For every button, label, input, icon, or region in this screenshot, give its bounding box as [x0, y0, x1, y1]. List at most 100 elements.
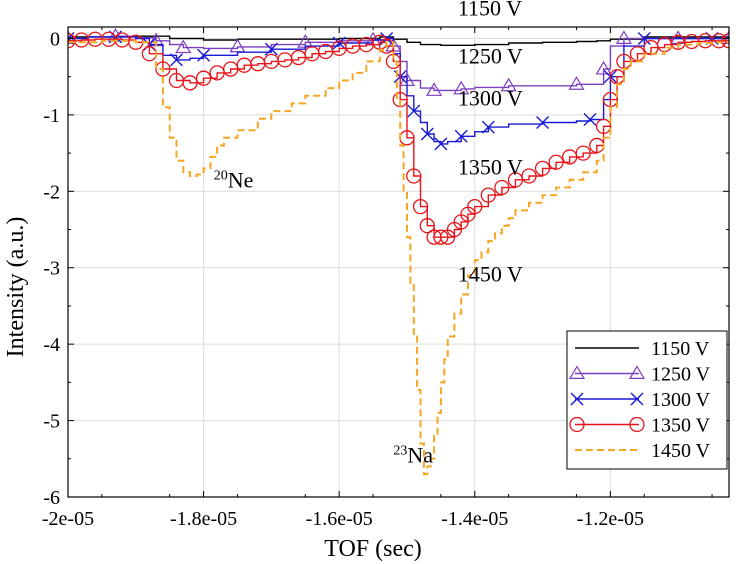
data-point-1350-v	[419, 218, 435, 234]
x-tick-label: -1.4e-05	[441, 508, 508, 530]
series-1150-v	[68, 35, 729, 46]
data-point-1300-v	[407, 104, 421, 118]
annotation-superscript: 23	[393, 444, 407, 459]
x-marker-stroke	[630, 392, 644, 406]
data-point-1250-v	[453, 80, 470, 95]
x-marker-stroke	[481, 120, 495, 134]
annotation-label: 23Na	[393, 443, 433, 468]
series-line-1450-v	[68, 39, 729, 476]
legend-marker	[570, 392, 584, 406]
series-line-1350-v	[68, 38, 729, 238]
y-axis-label: Intensity (a.u.)	[3, 217, 29, 358]
annotation-label: 1300 V	[458, 86, 523, 111]
annotation-label: 1450 V	[458, 261, 523, 286]
legend-marker	[629, 416, 645, 433]
x-marker-stroke	[420, 127, 434, 141]
series-line-1250-v	[68, 35, 729, 92]
data-point-1250-v	[229, 38, 246, 53]
x-marker-stroke	[637, 31, 651, 45]
legend-entry-1300-v: 1300 V	[570, 389, 711, 411]
annotation-label: 1250 V	[458, 44, 523, 69]
data-point-1300-v	[583, 112, 597, 126]
data-point-1350-v	[494, 179, 510, 196]
x-marker-stroke	[332, 36, 346, 50]
data-point-1250-v	[500, 77, 517, 92]
plot-frame	[67, 26, 730, 498]
y-tick-label: -5	[43, 411, 60, 433]
data-point-1350-v	[406, 168, 422, 184]
data-point-1250-v	[568, 76, 585, 90]
data-point-1350-v	[521, 168, 537, 184]
data-point-1350-v	[433, 229, 449, 245]
legend-box	[566, 330, 728, 470]
data-point-1300-v	[264, 42, 278, 56]
y-tick-label: 0	[50, 28, 60, 50]
x-marker-stroke	[169, 53, 183, 67]
data-point-1350-v	[595, 118, 612, 134]
x-tick-label: -1.6e-05	[306, 508, 373, 530]
data-point-1350-v	[721, 33, 729, 49]
annotation-base: Ne	[228, 167, 254, 192]
y-tick-label: -4	[43, 334, 60, 356]
legend-marker	[569, 416, 585, 433]
x-marker-stroke	[570, 392, 584, 406]
x-axis-label: TOF (sec)	[324, 536, 422, 562]
data-point-1300-v	[434, 137, 448, 151]
annotation-label: 20Ne	[214, 167, 254, 192]
legend-marker	[628, 365, 646, 379]
y-tick-label: -3	[43, 258, 60, 280]
annotation-label: 1350 V	[458, 154, 523, 179]
annotation-base: Na	[407, 443, 433, 468]
x-tick-label: -1.8e-05	[170, 508, 237, 530]
data-point-1350-v	[467, 198, 483, 215]
x-tick-label: -1.2e-05	[577, 508, 644, 530]
data-point-1350-v	[575, 145, 591, 161]
x-marker-stroke	[264, 42, 278, 56]
x-tick-label: -2e-05	[42, 508, 94, 530]
data-point-1300-v	[169, 53, 183, 67]
axis-ticks: -2e-05 -1.8e-05 -1.6e-05 -1.4e-05 -1.2e-05 0 -…	[42, 27, 729, 530]
data-point-1300-v	[454, 129, 468, 143]
legend-label: 1450 V	[651, 440, 711, 462]
data-point-1350-v	[534, 160, 551, 177]
data-point-1250-v	[615, 30, 632, 44]
data-point-1250-v	[175, 39, 192, 54]
legend-entry-1150-v: 1150 V	[575, 338, 710, 360]
data-point-1300-v	[332, 36, 346, 50]
data-point-1350-v	[155, 61, 171, 77]
legend-marker	[568, 365, 586, 379]
plot-border	[67, 26, 730, 498]
data-point-1350-v	[195, 70, 212, 86]
data-point-1300-v	[536, 116, 550, 130]
data-point-1250-v	[426, 82, 443, 96]
data-point-1300-v	[197, 48, 211, 62]
legend-marker	[630, 392, 644, 406]
plot-area	[68, 27, 729, 476]
data-point-1350-v	[182, 75, 198, 91]
x-marker-stroke	[454, 129, 468, 143]
legend: 1150 V 1250 V 1300 V 1350 V 1450 V	[566, 330, 728, 470]
legend-label: 1350 V	[651, 415, 711, 437]
series-1450-v	[68, 39, 729, 476]
y-tick-label: -1	[43, 105, 60, 127]
series-1350-v	[68, 31, 729, 245]
y-tick-label: -2	[43, 181, 60, 203]
data-point-1350-v	[480, 187, 496, 203]
data-point-1250-v	[595, 60, 612, 75]
data-point-1250-v	[297, 34, 314, 48]
legend-label: 1150 V	[651, 338, 710, 360]
series-line-1150-v	[68, 35, 729, 46]
y-tick-label: -6	[43, 487, 60, 509]
legend-entry-1450-v: 1450 V	[575, 440, 711, 462]
annotations: 1150 V 1250 V 1300 V 1350 V 1450 V 20Ne 23Na	[214, 0, 523, 468]
legend-entry-1350-v: 1350 V	[569, 415, 711, 437]
x-marker-stroke	[434, 137, 448, 151]
x-marker-stroke	[197, 48, 211, 62]
data-point-1350-v	[711, 33, 727, 49]
data-point-1300-v	[637, 31, 651, 45]
x-marker-stroke	[583, 112, 597, 126]
data-point-1350-v	[412, 198, 429, 215]
annotation-label: 1150 V	[458, 0, 522, 21]
legend-label: 1300 V	[651, 389, 711, 411]
